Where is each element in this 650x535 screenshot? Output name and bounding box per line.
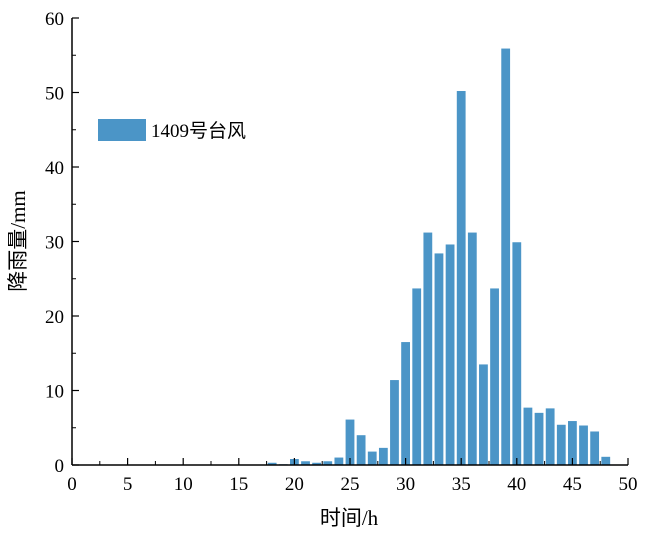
- bar-22: [312, 462, 322, 465]
- bar-36: [467, 232, 477, 465]
- y-tick-label-30: 30: [45, 233, 64, 254]
- x-tick-label-30: 30: [396, 474, 415, 495]
- x-tick-label-20: 20: [285, 474, 304, 495]
- bar-47: [590, 431, 600, 465]
- x-tick-label-15: 15: [229, 474, 248, 495]
- legend-label: 1409号台风: [151, 120, 246, 142]
- bar-45: [568, 421, 577, 465]
- x-axis-title: 时间/h: [320, 506, 379, 530]
- bar-41: [523, 407, 533, 465]
- x-tick-label-50: 50: [619, 474, 638, 495]
- bar-39: [501, 48, 511, 466]
- bar-27: [367, 451, 377, 465]
- x-tick-label-10: 10: [174, 474, 193, 495]
- bar-35: [456, 91, 466, 465]
- bar-34: [445, 244, 455, 465]
- bar-26: [356, 435, 366, 465]
- bar-40: [512, 242, 522, 465]
- bar-43: [545, 408, 555, 465]
- y-tick-label-50: 50: [45, 84, 64, 105]
- x-tick-label-40: 40: [507, 474, 526, 495]
- bar-group: [267, 48, 611, 466]
- legend-swatch: [98, 119, 146, 141]
- x-tick-label-5: 5: [123, 474, 133, 495]
- bar-32: [423, 232, 433, 465]
- y-tick-label-40: 40: [45, 158, 64, 179]
- tick-marks: [71, 17, 629, 466]
- x-tick-label-25: 25: [341, 474, 360, 495]
- bar-31: [412, 288, 422, 465]
- y-tick-label-60: 60: [45, 9, 64, 30]
- bar-21: [301, 461, 310, 465]
- legend: 1409号台风: [98, 119, 246, 142]
- bar-24: [334, 457, 344, 465]
- bar-38: [490, 288, 499, 465]
- bar-30: [401, 342, 410, 465]
- bar-28: [378, 447, 388, 465]
- bar-29: [390, 380, 399, 465]
- bar-37: [479, 364, 488, 465]
- bar-48: [601, 456, 611, 465]
- y-axis-title: 降雨量/mm: [6, 190, 30, 292]
- x-tick-label-0: 0: [67, 474, 77, 495]
- y-tick-label-10: 10: [45, 382, 64, 403]
- axes: [71, 18, 628, 466]
- bar-44: [556, 424, 566, 465]
- x-tick-label-45: 45: [563, 474, 582, 495]
- y-tick-label-20: 20: [45, 307, 64, 328]
- bar-18: [267, 462, 277, 465]
- x-tick-label-35: 35: [452, 474, 471, 495]
- bar-46: [579, 425, 588, 465]
- bar-42: [534, 412, 544, 465]
- bar-23: [323, 461, 333, 465]
- tick-labels: 0 5 10 15 20 25 30 35 40 45 50 0 10 20 30 40 50 60: [45, 9, 638, 495]
- bar-25: [345, 419, 355, 465]
- y-tick-label-0: 0: [55, 456, 65, 477]
- bar-33: [434, 253, 444, 465]
